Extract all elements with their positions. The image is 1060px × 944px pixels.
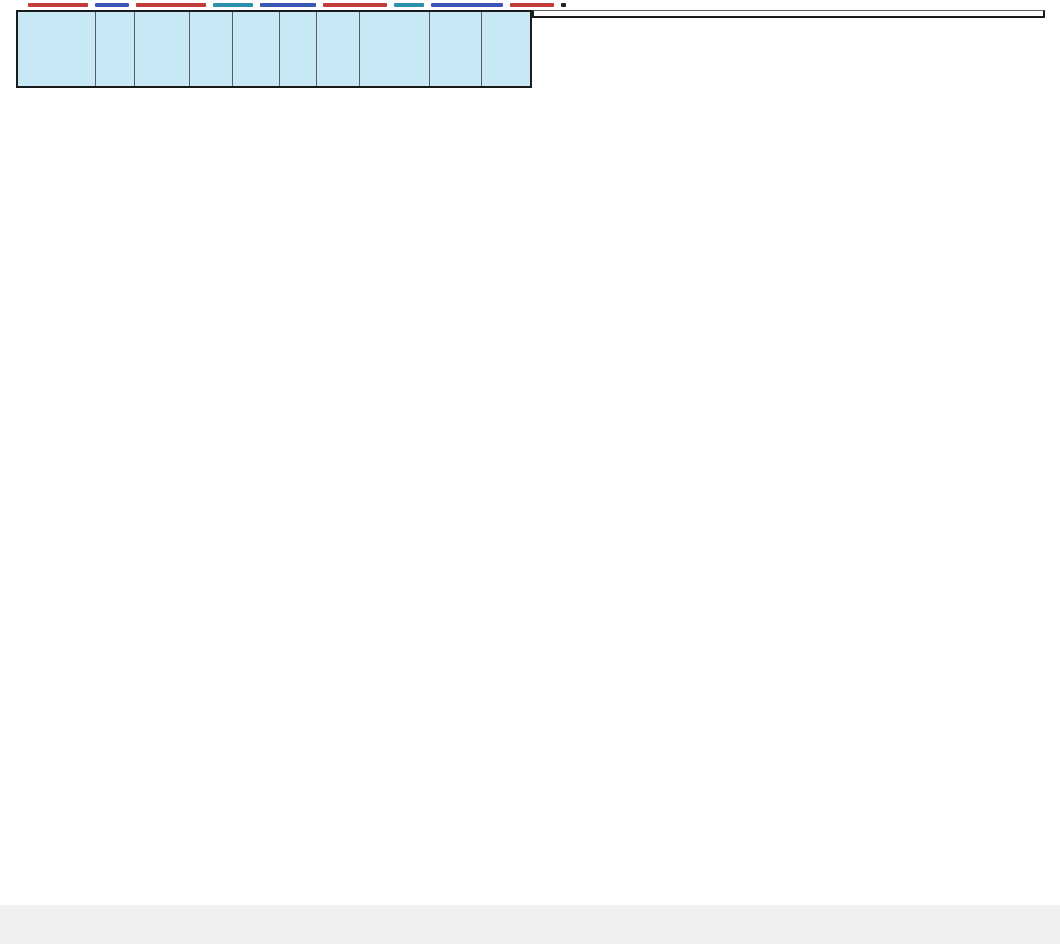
column-header xyxy=(17,11,95,87)
pump-spec-table-left xyxy=(16,10,532,88)
column-header xyxy=(95,11,134,87)
left-table-wrap xyxy=(16,10,532,88)
header-row xyxy=(17,11,531,87)
cropped-title-strip xyxy=(28,0,828,7)
spec-tables-container xyxy=(16,10,1045,88)
column-header xyxy=(189,11,232,87)
right-table-wrap xyxy=(532,10,1045,18)
column-header xyxy=(232,11,279,87)
page-bottom-strip xyxy=(0,905,1060,944)
column-header xyxy=(429,11,481,87)
column-header xyxy=(481,11,531,87)
column-header xyxy=(279,11,316,87)
footnote-box xyxy=(532,10,1045,18)
column-header xyxy=(316,11,359,87)
column-header xyxy=(359,11,429,87)
column-header xyxy=(134,11,189,87)
